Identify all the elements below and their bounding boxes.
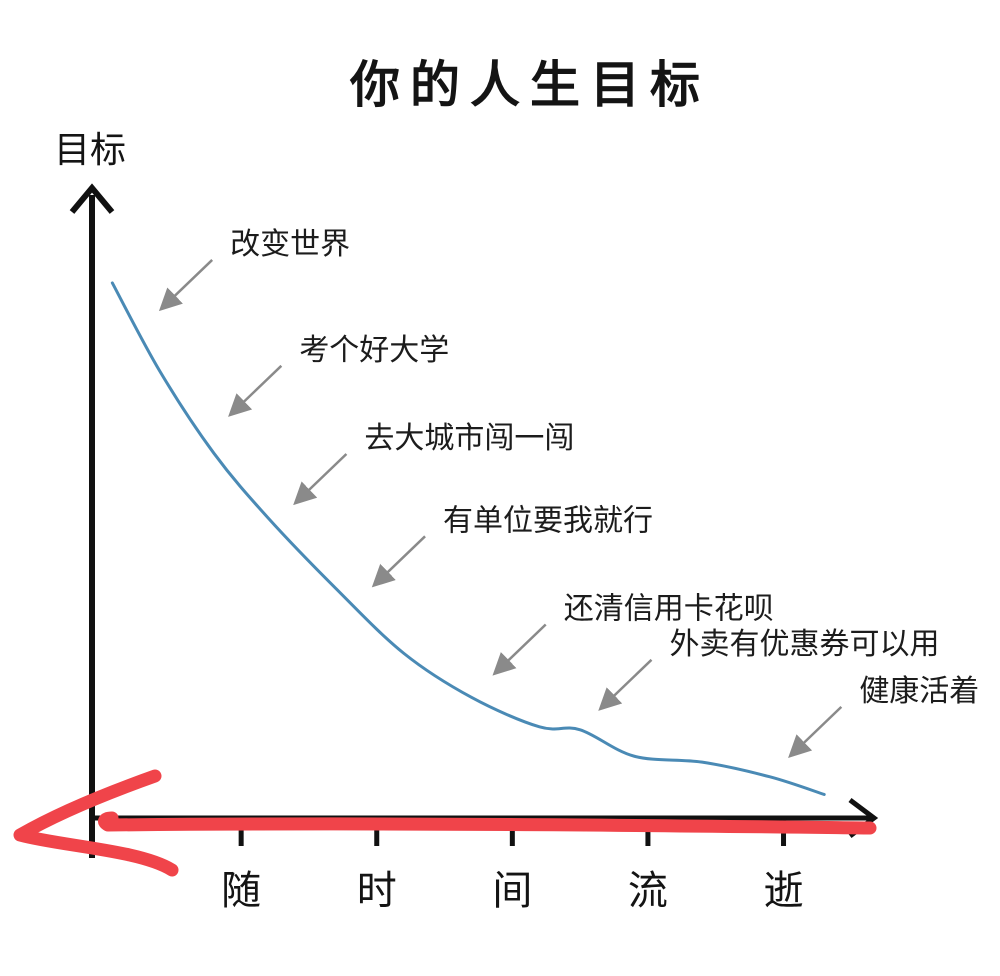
annotation-label: 改变世界 bbox=[230, 227, 350, 262]
annotation-layer: 改变世界考个好大学去大城市闯一闯有单位要我就行还清信用卡花呗外卖有优惠券可以用健… bbox=[158, 227, 979, 758]
annotation-label: 外卖有优惠券可以用 bbox=[669, 627, 939, 662]
x-tick-label: 逝 bbox=[764, 868, 804, 914]
annotation-arrow bbox=[492, 623, 547, 676]
annotation-arrow bbox=[293, 453, 348, 506]
x-tick-label: 随 bbox=[221, 868, 261, 914]
annotation-label: 考个好大学 bbox=[299, 333, 449, 368]
chart-title: 你的人生目标 bbox=[349, 56, 710, 114]
series-layer bbox=[110, 281, 826, 796]
annotation-arrow bbox=[598, 658, 653, 711]
x-tick-label: 流 bbox=[628, 868, 668, 914]
annotation-label: 有单位要我就行 bbox=[443, 503, 653, 538]
x-ticks: 随时间流逝 bbox=[221, 818, 804, 914]
annotation-arrow bbox=[788, 705, 843, 758]
x-tick-label: 时 bbox=[357, 868, 397, 914]
annotation-arrow bbox=[371, 535, 426, 588]
annotation-arrow bbox=[228, 364, 283, 417]
annotation-label: 健康活着 bbox=[859, 674, 979, 709]
annotation-label: 还清信用卡花呗 bbox=[564, 592, 774, 627]
x-tick-label: 间 bbox=[492, 868, 532, 914]
y-axis-arrowhead bbox=[69, 183, 115, 214]
annotation-arrow bbox=[158, 259, 214, 312]
y-axis-label: 目标 bbox=[54, 130, 126, 171]
series-line bbox=[110, 281, 826, 796]
annotation-label: 去大城市闯一闯 bbox=[364, 421, 574, 456]
red-marker-arrow bbox=[13, 769, 877, 877]
